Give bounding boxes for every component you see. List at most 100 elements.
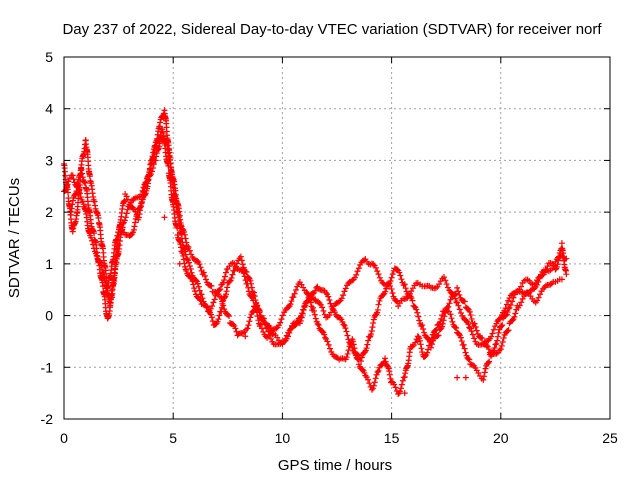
data-point-series-1 <box>417 341 424 348</box>
data-point-series-0 <box>208 314 215 321</box>
data-point-series-0 <box>351 274 358 281</box>
data-point-series-0 <box>215 316 222 323</box>
y-tick-label: 1 <box>45 256 53 272</box>
data-point-series-2 <box>201 272 208 279</box>
data-point-series-2 <box>368 328 375 335</box>
data-point-series-2 <box>282 336 289 343</box>
data-point-series-0 <box>488 333 495 340</box>
data-point-series-2 <box>343 328 350 335</box>
data-point-series-2 <box>185 244 192 251</box>
data-point-series-0 <box>354 268 361 275</box>
data-point-series-2 <box>498 342 505 349</box>
data-point-series-2 <box>312 287 319 294</box>
data-point-series-1 <box>221 277 228 284</box>
data-point-series-1 <box>504 309 511 316</box>
data-point-series-1 <box>424 349 431 356</box>
data-point-series-2 <box>98 261 105 268</box>
data-point-series-2 <box>251 307 258 314</box>
data-point-series-2 <box>301 303 308 310</box>
data-point-series-1 <box>132 215 139 222</box>
data-point-series-1 <box>258 325 265 332</box>
data-point-series-0 <box>198 291 205 298</box>
data-point-series-1 <box>211 296 218 303</box>
data-point-series-1 <box>322 334 329 341</box>
data-point-series-2 <box>358 358 365 365</box>
data-point-series-1 <box>505 305 512 312</box>
data-point-series-1 <box>499 322 506 329</box>
data-point-series-1 <box>375 367 382 374</box>
data-point-series-1 <box>245 288 252 295</box>
data-point-series-1 <box>432 327 439 334</box>
data-point-series-2 <box>269 331 276 338</box>
data-point-series-2 <box>473 327 480 334</box>
data-point-series-0 <box>243 269 250 276</box>
data-point-outlier <box>176 260 183 267</box>
data-point-series-0 <box>69 172 76 179</box>
data-point-outlier <box>242 333 249 340</box>
data-point-series-2 <box>504 328 511 335</box>
data-point-series-1 <box>535 278 542 285</box>
data-point-series-0 <box>455 302 462 309</box>
data-point-series-0 <box>444 284 451 291</box>
data-point-series-1 <box>330 353 337 360</box>
data-point-series-2 <box>218 294 225 301</box>
data-point-series-1 <box>397 388 404 395</box>
y-tick-label: 2 <box>45 204 53 220</box>
data-point-series-0 <box>441 274 448 281</box>
data-point-series-1 <box>398 381 405 388</box>
data-point-series-2 <box>131 195 138 202</box>
data-point-outlier <box>161 214 168 221</box>
data-point-series-0 <box>319 304 326 311</box>
data-point-series-1 <box>419 349 426 356</box>
data-point-series-0 <box>315 298 322 305</box>
data-point-series-2 <box>368 331 375 338</box>
data-point-series-1 <box>314 320 321 327</box>
data-point-series-2 <box>188 251 195 258</box>
data-point-series-2 <box>493 350 500 357</box>
data-point-series-2 <box>535 294 542 301</box>
data-point-series-2 <box>297 313 304 320</box>
data-point-series-2 <box>471 320 478 327</box>
data-point-series-2 <box>446 300 453 307</box>
x-tick-label: 5 <box>169 430 177 446</box>
data-point-series-1 <box>319 328 326 335</box>
data-point-series-1 <box>355 361 362 368</box>
data-point-series-2 <box>467 312 474 319</box>
data-point-series-1 <box>315 321 322 328</box>
data-point-series-2 <box>342 325 349 332</box>
data-point-series-2 <box>499 338 506 345</box>
data-point-series-0 <box>389 289 396 296</box>
data-point-series-2 <box>415 313 422 320</box>
data-point-series-0 <box>209 318 216 325</box>
data-point-series-1 <box>254 313 261 320</box>
data-point-series-2 <box>420 326 427 333</box>
data-point-series-2 <box>244 325 251 332</box>
data-point-series-2 <box>361 348 368 355</box>
data-point-series-2 <box>347 341 354 348</box>
data-point-series-1 <box>366 380 373 387</box>
data-point-series-0 <box>503 301 510 308</box>
data-point-series-0 <box>375 271 382 278</box>
data-point-series-1 <box>189 278 196 285</box>
data-point-series-0 <box>380 280 387 287</box>
data-point-series-1 <box>180 252 187 259</box>
data-point-series-2 <box>421 329 428 336</box>
data-point-series-2 <box>90 241 97 248</box>
data-point-series-2 <box>374 306 381 313</box>
axes <box>63 56 611 420</box>
data-point-series-0 <box>342 285 349 292</box>
data-point-series-1 <box>527 287 534 294</box>
data-point-series-2 <box>125 203 132 210</box>
data-point-series-1 <box>221 273 228 280</box>
data-point-series-1 <box>418 345 425 352</box>
data-point-series-2 <box>439 320 446 327</box>
x-tick-label: 15 <box>384 430 400 446</box>
data-point-series-0 <box>468 328 475 335</box>
data-point-series-1 <box>481 373 488 380</box>
data-point-series-0 <box>226 278 233 285</box>
data-point-series-0 <box>376 274 383 281</box>
data-point-series-1 <box>180 256 187 263</box>
data-point-series-1 <box>238 267 245 274</box>
data-point-series-2 <box>294 318 301 325</box>
